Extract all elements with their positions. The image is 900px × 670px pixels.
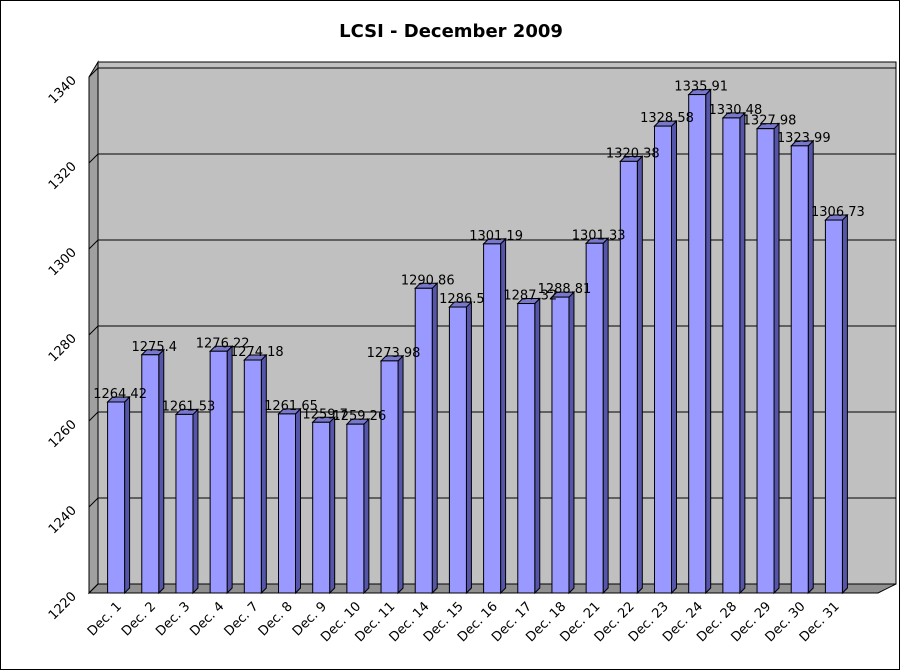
- bar-side: [636, 155, 643, 595]
- bar: [585, 242, 604, 594]
- data-label: 1290.86: [401, 273, 455, 288]
- bar: [619, 160, 638, 594]
- bar-side: [739, 111, 746, 595]
- bar-side: [534, 297, 541, 595]
- bar-side: [260, 353, 267, 595]
- x-tick-label: Dec. 7: [222, 599, 262, 639]
- bar-side: [158, 348, 165, 595]
- y-tick-label: 1240: [46, 503, 80, 537]
- data-label: 1286.5: [439, 292, 485, 307]
- data-label: 1306.73: [811, 205, 865, 220]
- data-label: 1330.48: [708, 103, 762, 118]
- data-label: 1261.53: [162, 399, 216, 414]
- bar-side: [671, 119, 677, 595]
- bar-side: [124, 395, 131, 595]
- y-tick-label: 1300: [46, 245, 80, 279]
- bar: [346, 423, 365, 594]
- gridline-side: [88, 411, 99, 422]
- bar-side: [192, 408, 199, 595]
- x-tick-label: Dec. 8: [256, 599, 296, 639]
- bar: [414, 287, 433, 594]
- bar-side: [841, 213, 848, 595]
- bar: [688, 94, 707, 594]
- x-tick-label: Dec. 3: [153, 599, 193, 639]
- y-tick-label: 1320: [46, 159, 80, 193]
- data-label: 1275.4: [132, 340, 178, 355]
- bar-side: [602, 237, 609, 595]
- y-tick-label: 1220: [46, 589, 80, 623]
- bar-side: [329, 416, 336, 595]
- bar: [380, 360, 399, 594]
- bar-side: [363, 417, 370, 595]
- gridline-side: [88, 583, 99, 594]
- x-tick-label: Dec. 1: [85, 599, 125, 639]
- bar: [517, 303, 536, 594]
- bar: [278, 413, 296, 594]
- data-label: 1288.81: [538, 282, 592, 297]
- bar-side: [568, 290, 575, 595]
- bar: [209, 350, 228, 594]
- data-label: 1264.42: [93, 387, 147, 402]
- y-tick-label: 1340: [46, 73, 80, 107]
- y-tick-label: 1280: [46, 331, 80, 365]
- bar: [483, 243, 502, 594]
- data-label: 1274.18: [230, 345, 284, 360]
- bar: [141, 354, 160, 594]
- gridline-side: [88, 67, 99, 78]
- bar: [551, 296, 570, 594]
- y-tick-label: 1260: [46, 417, 80, 451]
- data-label: 1287.32: [503, 289, 557, 304]
- data-label: 1259.26: [332, 409, 386, 424]
- bar: [243, 359, 262, 594]
- data-label: 1335.91: [674, 80, 728, 95]
- bar: [722, 117, 741, 594]
- data-label: 1327.98: [743, 114, 797, 129]
- data-label: 1259.7: [302, 407, 348, 422]
- data-label: 1301.19: [469, 229, 523, 244]
- bar: [790, 145, 809, 594]
- gridline-side: [88, 325, 99, 336]
- bar: [824, 219, 843, 594]
- bar-side: [295, 407, 301, 595]
- chart-title: LCSI - December 2009: [339, 21, 563, 42]
- bar: [175, 413, 194, 594]
- bar-side: [226, 345, 233, 595]
- bar-side: [397, 354, 404, 595]
- x-tick-label: Dec. 4: [187, 599, 227, 639]
- bar-side: [465, 300, 472, 595]
- data-label: 1276.22: [196, 336, 250, 351]
- bar: [312, 421, 331, 594]
- data-label: 1301.33: [572, 228, 626, 243]
- gridline-side: [88, 497, 99, 508]
- x-tick-label: Dec. 2: [119, 599, 159, 639]
- bar-side: [431, 282, 438, 595]
- gridline-side: [88, 153, 99, 164]
- data-label: 1328.58: [640, 111, 694, 126]
- bar: [654, 125, 672, 594]
- data-label: 1273.98: [367, 346, 421, 361]
- data-label: 1261.65: [264, 399, 318, 414]
- data-label: 1323.99: [777, 131, 831, 146]
- bar-side: [773, 122, 780, 595]
- bar: [107, 401, 126, 594]
- gridline-side: [88, 239, 99, 250]
- bar: [448, 306, 467, 594]
- bar-side: [705, 88, 712, 595]
- bar: [756, 128, 775, 594]
- data-label: 1320.38: [606, 146, 660, 161]
